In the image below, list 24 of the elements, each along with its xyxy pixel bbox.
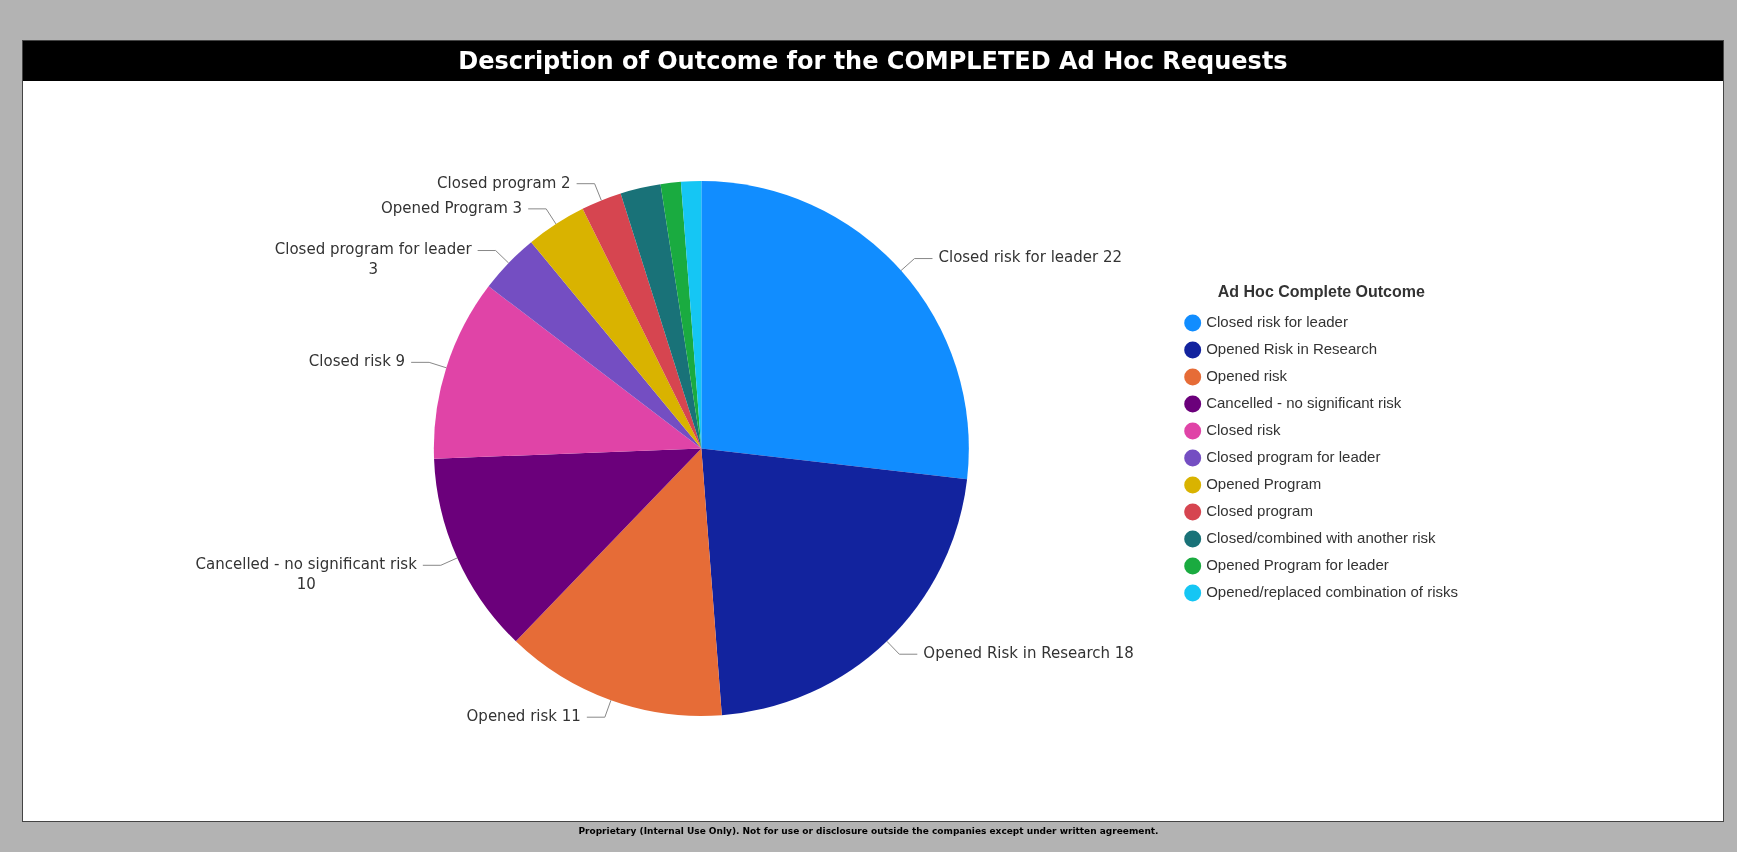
- category-label: Opened risk 11: [466, 707, 581, 726]
- data-label: 10: [296, 575, 316, 594]
- legend-title: Ad Hoc Complete Outcome: [1217, 282, 1426, 300]
- legend-label: Closed/combined with another risk: [1206, 529, 1436, 547]
- category-label: Opened Program 3: [380, 198, 523, 217]
- legend-label: Opened/replaced combination of risks: [1206, 583, 1459, 601]
- category-label: Opened Risk in Research 18: [923, 644, 1134, 663]
- category-label: Closed risk 9: [308, 352, 406, 371]
- text: Proprietary (Internal Use Only). Not for use or disclosure outside the companies except under written agreement.: [577, 826, 1160, 836]
- category-label: Closed risk for leader 22: [938, 248, 1122, 267]
- legend-label: Closed program for leader: [1206, 448, 1381, 466]
- chart-title: Description of Outcome for the COMPLETED Ad Hoc Requests: [23, 41, 1723, 81]
- legend-label: Opened Risk in Research: [1206, 340, 1378, 358]
- legend-label: Opened Program for leader: [1206, 556, 1389, 574]
- slice-label: Cancelled - no significant risk: [195, 555, 418, 574]
- data-label: 3: [368, 260, 378, 279]
- category-label: Closed program 2: [437, 173, 571, 192]
- legend-label: Opened risk: [1206, 367, 1288, 385]
- legend-label: Closed risk for leader: [1206, 313, 1348, 331]
- legend-label: Cancelled - no significant risk: [1206, 394, 1402, 412]
- legend-label: Closed risk: [1206, 421, 1281, 439]
- legend-label: Closed program: [1206, 502, 1313, 520]
- legend-label: Opened Program: [1206, 475, 1322, 493]
- slice-label: Closed program for leader: [274, 240, 473, 259]
